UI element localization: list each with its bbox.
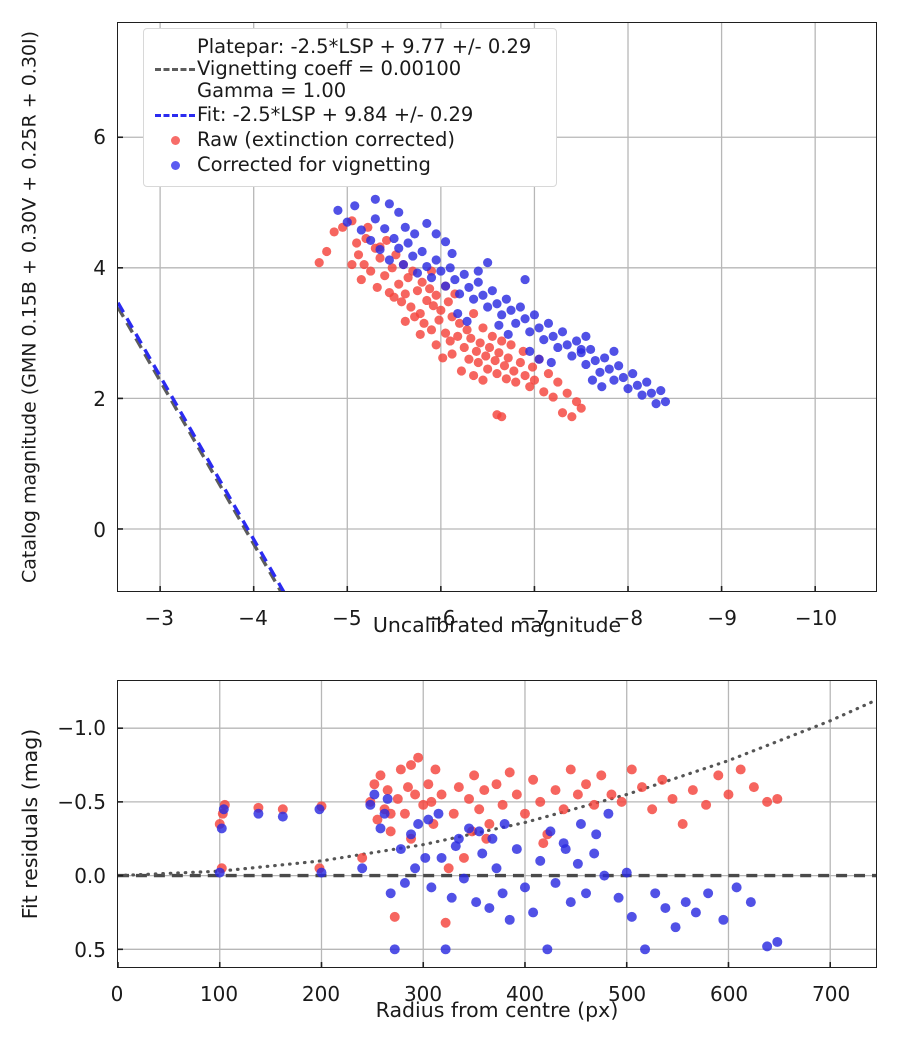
ytick-res-1: 0.0 [74,863,106,888]
xtick-res-6: 600 [709,982,749,1006]
top-xaxis-title: Uncalibrated magnitude [372,613,622,637]
legend-label-fit: Fit: -2.5*LSP + 9.84 +/- 0.29 [197,103,474,127]
xtick-res-4: 400 [505,982,545,1006]
xtick-top-5: −8 [613,606,644,630]
scatter-series [333,194,671,409]
red-dot-icon [153,135,197,145]
ytick-top-2: 4 [93,255,106,280]
legend-entry-raw: Raw (extinction corrected) [153,128,547,153]
ytick-top-1: 2 [93,386,106,411]
top-yaxis-title: Catalog magnitude (GMN 0.15B + 0.30V + 0… [18,30,41,584]
legend-label-raw: Raw (extinction corrected) [197,128,455,152]
legend-label-platepar: Platepar: -2.5*LSP + 9.77 +/- 0.29 Vigne… [197,35,532,103]
xtick-res-5: 500 [607,982,647,1006]
legend-box: Platepar: -2.5*LSP + 9.77 +/- 0.29 Vigne… [143,28,557,187]
dashed-line-blue-icon [153,113,197,117]
xtick-res-0: 0 [110,982,124,1006]
xtick-top-4: −7 [519,606,550,630]
scatter-series [314,216,586,422]
xtick-res-3: 300 [403,982,443,1006]
scatter-series [214,752,783,928]
xtick-res-2: 200 [301,982,341,1006]
xtick-top-1: −4 [238,606,268,630]
legend-entry-platepar: Platepar: -2.5*LSP + 9.77 +/- 0.29 Vigne… [153,35,547,103]
legend-entry-fit: Fit: -2.5*LSP + 9.84 +/- 0.29 [153,103,547,128]
dashed-line-gray-icon [153,36,197,103]
xtick-top-0: −3 [144,606,174,630]
xtick-top-6: −9 [707,606,737,630]
residuals-plot-area [118,681,876,967]
residuals-yaxis-title: Fit residuals (mag) [17,728,42,920]
fit-residuals-plot [117,680,877,968]
ytick-res-3: −1.0 [57,715,106,740]
ytick-top-0: 0 [93,517,106,542]
legend-label-corrected: Corrected for vignetting [197,153,431,177]
calibration-plot-area [118,23,876,591]
xtick-res-1: 100 [199,982,239,1006]
legend-entry-corrected: Corrected for vignetting [153,153,547,178]
ytick-top-3: 6 [93,124,106,149]
xtick-top-7: −10 [794,606,838,630]
residuals-xaxis-title: Radius from centre (px) [375,998,619,1022]
scatter-series [214,789,783,955]
xtick-top-3: −6 [425,606,456,630]
xtick-top-2: −5 [332,606,362,630]
blue-dot-icon [153,160,197,170]
ytick-res-0: 0.5 [74,938,106,963]
ytick-res-2: −0.5 [57,789,106,814]
xtick-res-7: 700 [812,982,851,1006]
